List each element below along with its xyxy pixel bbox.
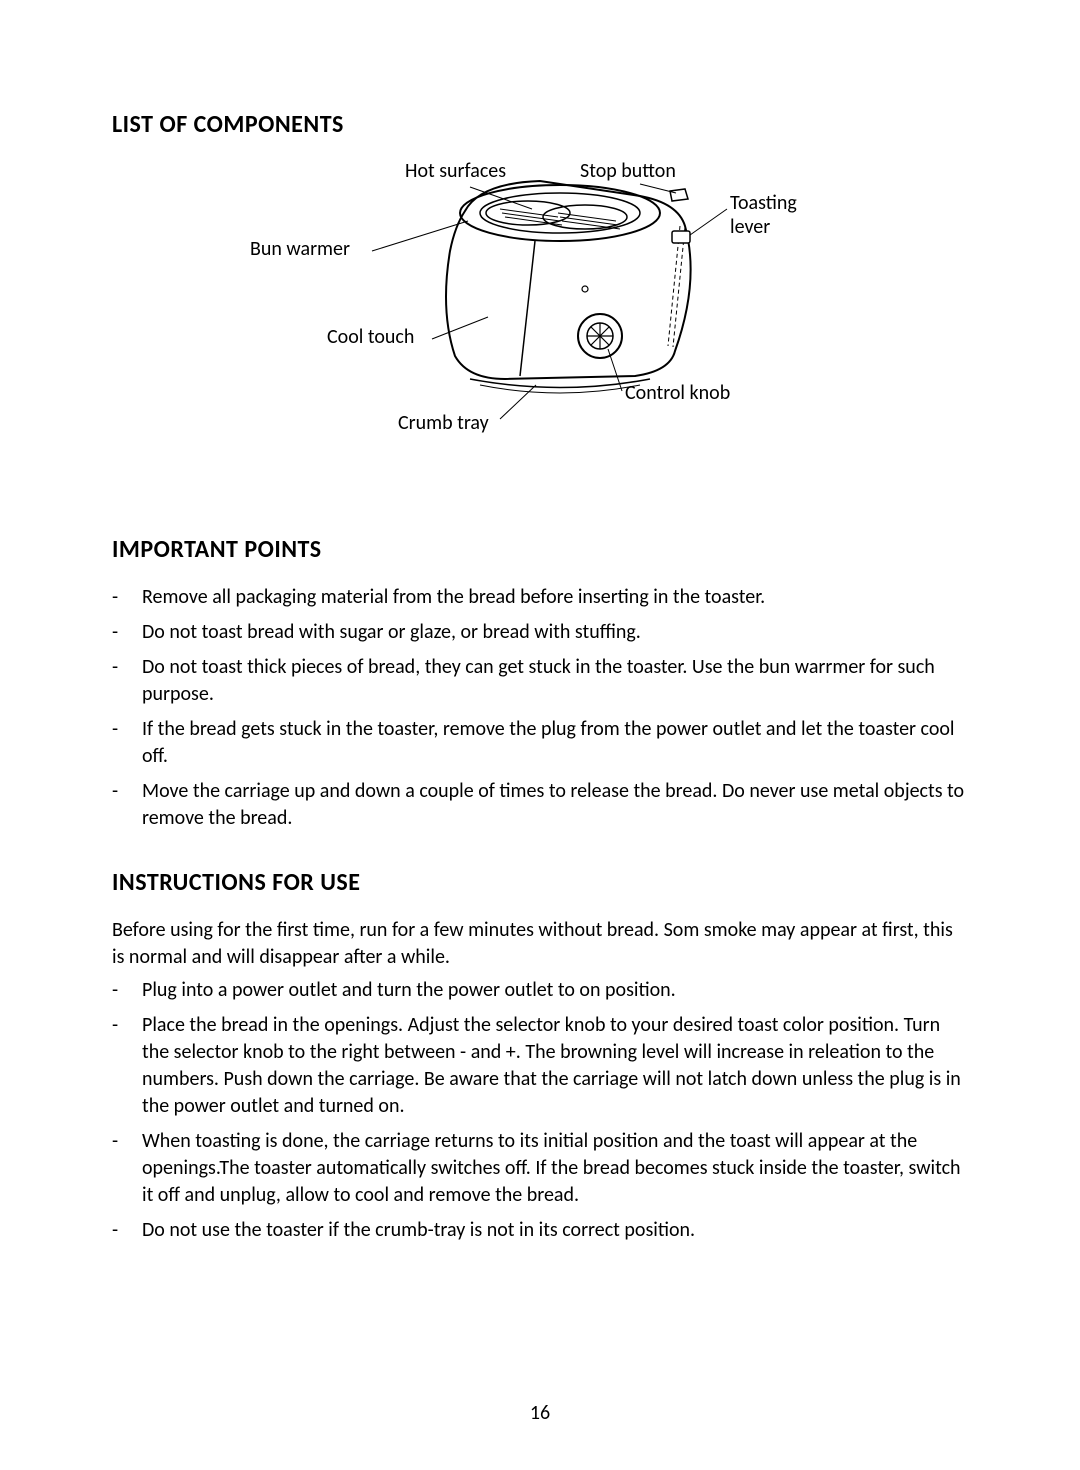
toaster-diagram: Hot surfaces Stop button Toasting lever … (210, 159, 870, 499)
label-crumb-tray: Crumb tray (398, 411, 489, 435)
page-number: 16 (0, 1401, 1080, 1425)
heading-instructions: INSTRUCTIONS FOR USE (112, 868, 968, 897)
list-item: When toasting is done, the carriage retu… (112, 1128, 968, 1209)
section-instructions: INSTRUCTIONS FOR USE Before using for th… (112, 868, 968, 1244)
list-item: Do not toast bread with sugar or glaze, … (112, 619, 968, 646)
list-item: Plug into a power outlet and turn the po… (112, 977, 968, 1004)
section-components: LIST OF COMPONENTS (112, 110, 968, 499)
section-important-points: IMPORTANT POINTS Remove all packaging ma… (112, 535, 968, 832)
list-item: If the bread gets stuck in the toaster, … (112, 716, 968, 770)
list-item: Do not toast thick pieces of bread, they… (112, 654, 968, 708)
label-hot-surfaces: Hot surfaces (405, 159, 506, 183)
list-item: Remove all packaging material from the b… (112, 584, 968, 611)
important-points-list: Remove all packaging material from the b… (112, 584, 968, 832)
label-cool-touch: Cool touch (327, 325, 414, 349)
heading-important-points: IMPORTANT POINTS (112, 535, 968, 564)
heading-components: LIST OF COMPONENTS (112, 110, 968, 139)
instructions-list: Plug into a power outlet and turn the po… (112, 977, 968, 1244)
label-stop-button: Stop button (580, 159, 676, 183)
list-item: Move the carriage up and down a couple o… (112, 778, 968, 832)
label-control-knob: Control knob (625, 381, 730, 405)
instructions-intro: Before using for the first time, run for… (112, 917, 968, 971)
label-bun-warmer: Bun warmer (250, 237, 350, 261)
list-item: Place the bread in the openings. Adjust … (112, 1012, 968, 1120)
label-toasting-lever: Toasting lever (730, 191, 830, 239)
list-item: Do not use the toaster if the crumb-tray… (112, 1217, 968, 1244)
